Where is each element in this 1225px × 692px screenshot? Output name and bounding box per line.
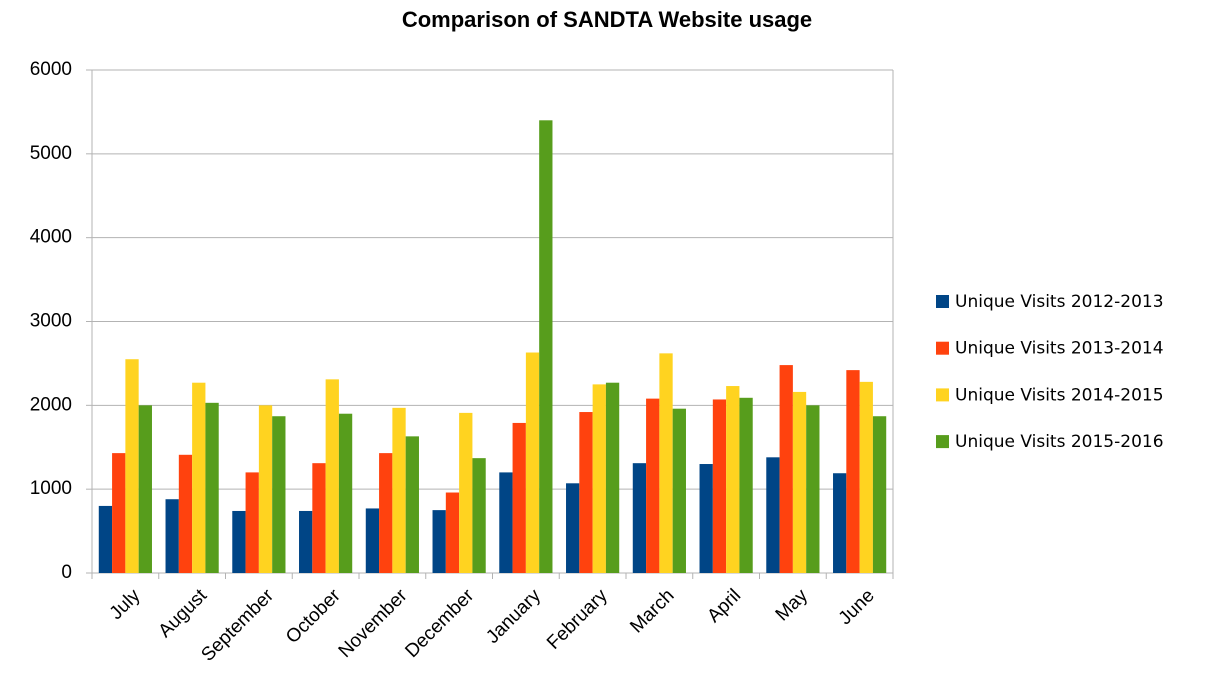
bar — [459, 412, 473, 573]
bar — [566, 483, 580, 573]
bar — [806, 405, 820, 573]
bar — [98, 505, 113, 573]
y-tick-label: 2000 — [30, 394, 72, 415]
bar — [512, 422, 526, 573]
y-tick-label: 6000 — [30, 59, 72, 80]
bar — [338, 413, 353, 573]
y-tick-label: 4000 — [30, 227, 72, 248]
bar — [205, 402, 219, 573]
x-tick-label: April — [703, 585, 745, 627]
bar — [712, 399, 727, 573]
bar — [258, 405, 273, 573]
bar — [859, 381, 873, 573]
bar — [192, 382, 206, 573]
bar — [766, 457, 780, 573]
legend-label: Unique Visits 2012-2013 — [955, 292, 1164, 312]
bar — [445, 492, 460, 573]
bar — [379, 453, 393, 573]
legend-swatch — [936, 341, 949, 355]
bar — [472, 458, 486, 573]
x-tick-label: May — [772, 585, 813, 626]
bar — [605, 382, 620, 573]
bar — [365, 508, 380, 573]
bar — [138, 405, 152, 573]
bar — [579, 412, 593, 573]
x-tick-label: February — [543, 585, 612, 654]
legend-swatch — [936, 435, 949, 449]
bar — [325, 379, 339, 573]
legend-label: Unique Visits 2014-2015 — [955, 385, 1164, 405]
bar — [525, 352, 540, 573]
bar — [125, 359, 139, 573]
legend-swatch — [936, 295, 949, 308]
bar — [312, 463, 326, 573]
bar — [833, 473, 847, 573]
bar — [699, 464, 713, 573]
bar — [646, 398, 660, 573]
bar — [112, 453, 126, 573]
y-tick-label: 3000 — [30, 311, 72, 332]
bar — [872, 416, 887, 573]
bar — [726, 386, 740, 573]
x-tick-label: August — [155, 585, 212, 642]
bar — [792, 391, 807, 573]
bar — [392, 407, 406, 573]
bar — [659, 353, 673, 573]
y-tick-label: 1000 — [30, 478, 72, 499]
bar — [632, 463, 647, 573]
chart-title: Comparison of SANDTA Website usage — [402, 7, 812, 32]
bar — [499, 472, 513, 573]
bar — [165, 499, 179, 573]
x-tick-label: October — [282, 585, 345, 648]
x-tick-label: July — [106, 585, 145, 624]
x-tick-label: January — [482, 585, 545, 648]
legend-label: Unique Visits 2015-2016 — [955, 432, 1164, 452]
bar — [846, 370, 860, 573]
legend-label: Unique Visits 2013-2014 — [955, 339, 1164, 359]
bar — [592, 384, 606, 573]
bar — [405, 436, 419, 573]
bar — [432, 510, 446, 573]
y-tick-label: 5000 — [30, 143, 72, 164]
bar — [739, 397, 753, 573]
x-tick-label: September — [197, 585, 278, 666]
bar — [672, 408, 686, 573]
bar — [272, 416, 286, 573]
bar — [232, 510, 246, 573]
x-tick-label: November — [335, 585, 412, 662]
y-tick-label: 0 — [61, 562, 72, 583]
x-tick-label: December — [401, 585, 478, 662]
x-tick-label: March — [626, 585, 678, 637]
x-tick-label: June — [835, 585, 879, 629]
bar — [178, 454, 193, 573]
legend-swatch — [936, 388, 949, 402]
bar — [779, 365, 793, 573]
bar — [539, 120, 553, 574]
bar — [245, 472, 259, 573]
bar — [299, 510, 313, 573]
